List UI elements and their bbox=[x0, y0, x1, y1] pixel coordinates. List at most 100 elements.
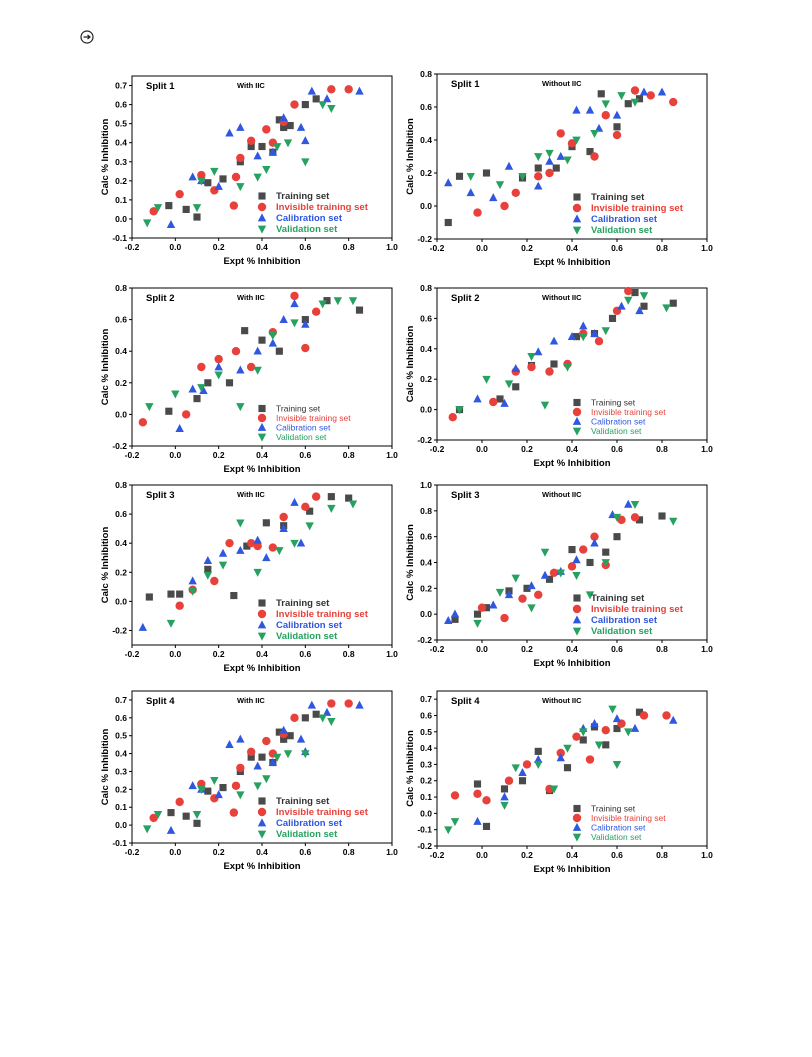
y-tick-label: 0.5 bbox=[420, 727, 432, 737]
data-point bbox=[307, 700, 317, 709]
legend-marker bbox=[258, 192, 266, 200]
data-point bbox=[210, 576, 219, 586]
x-tick-label: -0.2 bbox=[430, 850, 445, 860]
data-point bbox=[243, 542, 251, 550]
data-point bbox=[253, 151, 262, 160]
series-calibration-set bbox=[444, 87, 667, 202]
data-point bbox=[182, 812, 190, 820]
data-point bbox=[327, 504, 336, 513]
data-point bbox=[473, 610, 482, 618]
series-validation-set bbox=[444, 705, 633, 835]
data-point bbox=[348, 297, 358, 306]
legend-label: Calibration set bbox=[591, 417, 646, 427]
legend-label: Calibration set bbox=[591, 823, 646, 833]
data-point bbox=[262, 125, 271, 134]
series-calibration-set bbox=[175, 299, 310, 432]
data-point bbox=[283, 750, 293, 759]
legend-label: Calibration set bbox=[591, 214, 658, 225]
data-point bbox=[290, 539, 299, 548]
data-point bbox=[236, 183, 245, 192]
data-point bbox=[545, 168, 554, 178]
x-tick-label: -0.2 bbox=[430, 644, 445, 654]
data-point bbox=[630, 98, 640, 107]
data-point bbox=[617, 301, 626, 310]
y-tick-label: -0.1 bbox=[112, 838, 127, 848]
legend-marker bbox=[257, 609, 267, 619]
data-point bbox=[518, 767, 527, 776]
legend-marker bbox=[257, 413, 267, 423]
data-point bbox=[657, 87, 667, 96]
series-invisible-training-set bbox=[477, 513, 640, 623]
x-tick-label: 0.0 bbox=[169, 649, 181, 659]
data-point bbox=[631, 288, 639, 297]
data-point bbox=[448, 413, 457, 422]
data-point bbox=[296, 538, 306, 547]
data-point bbox=[166, 825, 176, 834]
data-point bbox=[318, 101, 327, 110]
y-tick-label: 0.0 bbox=[115, 820, 127, 830]
y-tick-label: -0.1 bbox=[417, 825, 432, 835]
data-point bbox=[669, 517, 678, 526]
y-axis-label: Calc % Inhibition bbox=[405, 326, 416, 403]
x-tick-label: 0.6 bbox=[299, 847, 311, 857]
data-point bbox=[534, 172, 543, 181]
legend-label: Calibration set bbox=[591, 615, 658, 626]
x-tick-label: 1.0 bbox=[701, 444, 713, 454]
data-point bbox=[275, 116, 283, 124]
legend-label: Validation set bbox=[591, 426, 642, 436]
y-tick-label: 0.6 bbox=[420, 102, 432, 112]
legend-label: Invisible training set bbox=[276, 609, 369, 620]
data-point bbox=[639, 711, 649, 720]
data-point bbox=[601, 725, 610, 735]
data-point bbox=[193, 213, 201, 221]
y-tick-label: 0.0 bbox=[420, 808, 432, 818]
y-tick-label: 0.0 bbox=[420, 201, 432, 211]
legend-marker bbox=[573, 193, 581, 201]
data-point bbox=[214, 371, 223, 380]
data-point bbox=[669, 299, 677, 307]
data-point bbox=[327, 699, 336, 708]
data-point bbox=[646, 91, 655, 100]
y-tick-label: 0.5 bbox=[115, 731, 127, 741]
data-point bbox=[612, 513, 622, 522]
x-tick-label: 0.2 bbox=[521, 444, 533, 454]
legend-label: Invisible training set bbox=[276, 413, 351, 423]
data-point bbox=[318, 300, 327, 309]
series-validation-set bbox=[142, 101, 336, 228]
data-point bbox=[307, 86, 317, 95]
data-point bbox=[658, 512, 666, 520]
y-tick-label: 0.8 bbox=[115, 283, 127, 293]
data-point bbox=[253, 535, 262, 544]
data-point bbox=[568, 546, 576, 554]
data-point bbox=[272, 143, 282, 152]
data-point bbox=[473, 619, 482, 628]
data-point bbox=[601, 100, 610, 109]
data-point bbox=[193, 395, 201, 403]
data-point bbox=[527, 362, 536, 372]
legend-label: Validation set bbox=[591, 626, 653, 637]
legend-label: Training set bbox=[591, 593, 645, 604]
data-point bbox=[181, 410, 191, 419]
data-point bbox=[268, 332, 278, 341]
y-tick-label: 0.4 bbox=[115, 749, 127, 759]
data-point bbox=[344, 699, 353, 708]
x-tick-label: 0.0 bbox=[476, 444, 488, 454]
data-point bbox=[229, 808, 239, 817]
y-axis-label: Calc % Inhibition bbox=[405, 730, 416, 807]
data-point bbox=[197, 170, 206, 180]
data-point bbox=[579, 321, 588, 330]
legend-marker bbox=[572, 407, 582, 417]
legend-label: Validation set bbox=[276, 829, 338, 840]
data-point bbox=[268, 543, 278, 552]
x-tick-label: 0.8 bbox=[656, 243, 668, 253]
panel-subtitle: With IIC bbox=[237, 490, 265, 499]
scatter-panel-7: -0.2 0.0 0.2 0.4 0.6 0.8 1.0 -0.1 0.0 0.1 0.2 0.3 0.… bbox=[100, 690, 398, 872]
data-point bbox=[231, 347, 241, 356]
data-point bbox=[545, 156, 554, 165]
data-point bbox=[305, 522, 314, 531]
x-tick-label: 0.6 bbox=[299, 242, 311, 252]
data-point bbox=[262, 166, 271, 175]
